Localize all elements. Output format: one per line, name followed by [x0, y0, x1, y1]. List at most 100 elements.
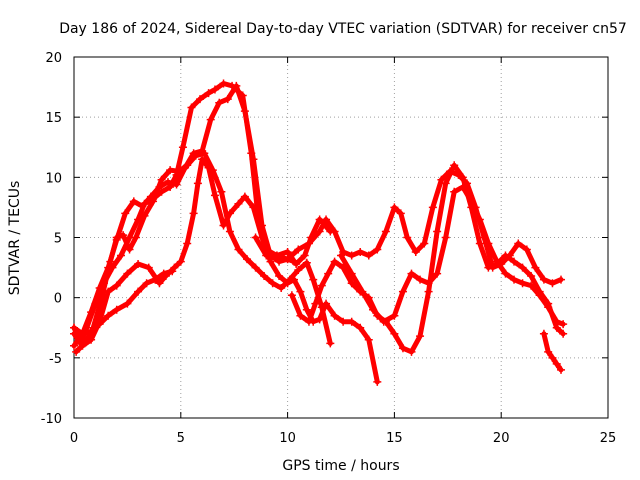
data-point-1-17	[196, 95, 205, 104]
data-point-7-25	[484, 263, 493, 272]
data-point-1-16	[187, 103, 196, 112]
data-point-8-15	[467, 197, 476, 206]
series-markers-8	[337, 182, 568, 329]
gridlines	[74, 57, 608, 418]
data-point-4-8	[134, 259, 143, 268]
data-point-3-30	[309, 275, 318, 284]
data-point-3-10	[140, 211, 149, 220]
series-line-6	[253, 168, 564, 286]
data-point-6-32	[522, 245, 531, 254]
data-point-4-10	[155, 279, 164, 288]
series-markers-7	[287, 161, 568, 356]
data-point-4-40	[373, 377, 382, 386]
x-tick-label-1: 5	[177, 431, 185, 446]
data-point-2-18	[215, 98, 224, 107]
data-point-6-13	[364, 251, 373, 260]
data-point-8-20	[510, 275, 519, 284]
data-point-7-19	[433, 227, 442, 236]
data-point-8-3	[358, 287, 367, 296]
data-point-8-4	[369, 305, 378, 314]
data-point-9-5	[557, 365, 566, 374]
data-point-6-1	[251, 233, 260, 242]
data-point-4-30	[296, 287, 305, 296]
data-point-6-20	[420, 239, 429, 248]
data-point-8-7	[398, 287, 407, 296]
data-point-6-36	[557, 275, 566, 284]
y-tick-label-5: 15	[45, 111, 62, 126]
data-point-7-2	[296, 311, 305, 320]
data-point-9-3	[548, 353, 557, 362]
data-point-5-9	[142, 279, 151, 288]
x-tick-label-0: 0	[70, 431, 78, 446]
data-point-7-15	[398, 344, 407, 353]
data-point-6-35	[548, 279, 557, 288]
data-point-7-16	[407, 347, 416, 356]
data-point-7-6	[324, 269, 333, 278]
data-point-6-19	[411, 247, 420, 256]
data-point-4-33	[315, 315, 324, 324]
series-markers-5	[70, 267, 177, 338]
data-point-8-11	[433, 269, 442, 278]
data-point-4-18	[204, 163, 213, 172]
data-point-1-27	[283, 247, 292, 256]
series-markers-3	[72, 149, 335, 356]
data-point-8-26	[559, 320, 568, 329]
data-point-1-20	[219, 79, 228, 88]
data-point-4-16	[193, 179, 202, 188]
y-tick-label-1: -5	[49, 352, 62, 367]
data-point-6-2	[262, 251, 271, 260]
data-point-6-5	[294, 245, 303, 254]
data-point-4-34	[322, 299, 331, 308]
data-point-2-12	[163, 178, 172, 187]
data-point-3-25	[268, 279, 277, 288]
data-point-4-27	[275, 272, 284, 281]
x-tick-label-2: 10	[279, 431, 296, 446]
data-point-3-22	[243, 255, 252, 264]
chart-title: Day 186 of 2024, Sidereal Day-to-day VTE…	[59, 21, 627, 37]
data-point-5-12	[168, 267, 177, 276]
data-point-8-2	[347, 269, 356, 278]
data-point-6-3	[272, 251, 281, 260]
data-point-8-16	[475, 215, 484, 224]
data-point-4-6	[112, 281, 121, 290]
data-point-8-22	[527, 281, 536, 290]
data-point-6-18	[403, 233, 412, 242]
data-point-5-10	[151, 275, 160, 284]
x-axis-label: GPS time / hours	[282, 458, 399, 474]
data-point-9-2	[544, 347, 553, 356]
data-point-8-13	[450, 187, 459, 196]
data-point-4-20	[219, 221, 228, 230]
data-point-2-3	[87, 308, 96, 317]
data-point-6-15	[381, 227, 390, 236]
y-tick-label-3: 5	[54, 232, 62, 247]
data-point-9-4	[552, 359, 561, 368]
y-tick-label-0: -10	[41, 412, 62, 427]
data-point-7-17	[416, 332, 425, 341]
data-point-3-29	[302, 258, 311, 267]
data-point-3-1	[72, 347, 81, 356]
data-point-6-33	[531, 263, 540, 272]
data-point-7-3	[304, 317, 313, 326]
data-point-2-17	[206, 115, 215, 124]
data-point-7-29	[518, 263, 527, 272]
data-point-8-9	[416, 275, 425, 284]
data-point-1-29	[300, 251, 309, 260]
data-point-3-7	[119, 231, 128, 240]
data-point-7-1	[287, 291, 296, 300]
tick-labels: 0 5 10 15 20 25 -10 -5 0 5 10 15 20	[41, 51, 617, 446]
data-point-5-5	[104, 311, 113, 320]
y-tick-label-6: 20	[45, 51, 62, 66]
data-point-8-8	[407, 269, 416, 278]
data-point-2-21	[240, 107, 249, 116]
data-point-6-34	[539, 275, 548, 284]
series-line-4	[71, 156, 380, 385]
data-point-4-17	[198, 155, 207, 164]
data-point-4-36	[339, 317, 348, 326]
data-point-7-30	[527, 272, 536, 281]
data-point-1-7	[116, 251, 125, 260]
y-tick-label-2: 0	[54, 292, 62, 307]
data-point-8-25	[552, 317, 561, 326]
data-point-4-21	[225, 209, 234, 218]
data-point-7-7	[330, 257, 339, 266]
data-point-9-1	[539, 329, 548, 338]
